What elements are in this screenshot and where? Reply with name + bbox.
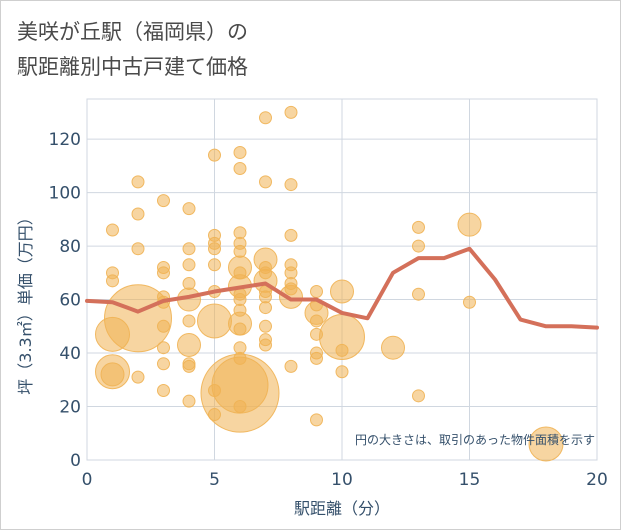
data-bubble: [182, 359, 196, 373]
data-bubble: [310, 314, 323, 328]
y-tick-label: 80: [59, 237, 81, 257]
data-bubble: [106, 223, 119, 237]
data-bubble: [381, 335, 405, 360]
data-bubble: [233, 244, 247, 258]
data-bubble: [233, 303, 247, 317]
data-bubble: [106, 274, 119, 288]
data-bubble: [182, 394, 196, 408]
data-bubble: [335, 343, 349, 357]
data-bubble: [528, 426, 564, 462]
data-bubble: [259, 338, 272, 352]
x-tick-label: 10: [331, 470, 353, 490]
y-tick-label: 20: [59, 398, 81, 418]
data-bubble: [310, 351, 323, 365]
data-bubble: [182, 258, 196, 272]
data-bubble: [259, 319, 272, 333]
data-bubble: [208, 242, 221, 256]
data-bubble: [412, 239, 425, 253]
data-bubble: [157, 266, 170, 280]
data-bubble: [259, 175, 272, 189]
data-bubble: [284, 105, 298, 119]
data-bubble: [259, 301, 272, 315]
data-bubble: [157, 383, 170, 397]
y-tick-label: 60: [59, 291, 81, 311]
data-bubble: [131, 175, 145, 189]
y-axis-ticks: 0 20 40 60 80 100 120: [49, 130, 81, 471]
x-tick-label: 20: [586, 470, 608, 490]
data-bubble: [208, 383, 221, 397]
data-bubble: [310, 285, 323, 299]
data-bubble: [412, 389, 425, 403]
data-bubble: [100, 362, 125, 387]
data-bubble: [412, 220, 425, 234]
data-bubble: [182, 277, 196, 291]
data-bubble: [177, 333, 201, 358]
data-bubble: [284, 178, 298, 192]
data-bubble: [233, 162, 247, 176]
data-bubble: [182, 202, 196, 216]
data-bubble: [197, 303, 232, 339]
chart-title-line-2: 駅距離別中古戸建て価格: [17, 55, 248, 79]
data-bubble: [335, 365, 349, 379]
data-bubble: [208, 408, 221, 422]
chart-title: 美咲が丘駅（福岡県）の 駅距離別中古戸建て価格: [17, 15, 248, 85]
data-bubble: [182, 314, 196, 328]
data-bubble: [131, 370, 145, 384]
data-bubble: [463, 295, 476, 309]
data-bubble: [233, 145, 247, 159]
data-bubble: [95, 316, 130, 352]
data-bubble: [233, 266, 247, 280]
data-bubble: [208, 258, 221, 272]
chart-title-line-1: 美咲が丘駅（福岡県）の: [17, 20, 248, 44]
data-bubble: [310, 327, 323, 341]
data-bubble: [412, 287, 425, 301]
data-bubble: [208, 148, 221, 162]
y-tick-label: 120: [49, 130, 81, 150]
data-bubble: [157, 319, 170, 333]
data-bubble: [131, 242, 145, 256]
data-bubble: [182, 242, 196, 256]
y-tick-label: 40: [59, 344, 81, 364]
data-bubble: [284, 359, 298, 373]
x-tick-label: 0: [82, 470, 93, 490]
grid-lines: [86, 98, 598, 461]
data-bubble: [233, 322, 247, 336]
data-bubble: [157, 194, 170, 208]
x-tick-label: 5: [209, 470, 220, 490]
bubble-series: [95, 105, 564, 462]
y-tick-label: 0: [70, 451, 81, 471]
bubble-size-note: 円の大きさは、取引のあった物件面積を示す: [355, 432, 595, 447]
x-axis-label: 駅距離（分）: [294, 499, 390, 518]
data-bubble: [157, 357, 170, 371]
data-bubble: [131, 207, 145, 221]
data-bubble: [259, 111, 272, 125]
data-bubble: [157, 341, 170, 355]
data-bubble: [233, 351, 247, 365]
data-bubble: [330, 279, 354, 304]
data-bubble: [284, 282, 298, 296]
data-bubble: [310, 413, 323, 427]
data-bubble: [259, 266, 272, 280]
average-price-line: [85, 246, 599, 330]
x-axis-ticks: 0 5 10 15 20: [82, 470, 608, 490]
y-axis-label: 坪（3.3㎡）単価（万円）: [16, 209, 35, 394]
x-tick-label: 15: [459, 470, 481, 490]
data-bubble: [284, 228, 298, 242]
data-bubble: [233, 400, 247, 414]
data-bubble: [457, 212, 482, 237]
y-tick-label: 100: [49, 184, 81, 204]
average-line-series: [85, 246, 599, 330]
